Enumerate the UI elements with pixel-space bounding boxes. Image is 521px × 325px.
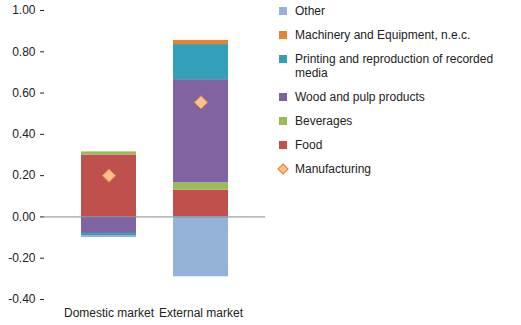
- svg-text:-0.40: -0.40: [8, 292, 36, 306]
- svg-text:0.60: 0.60: [12, 86, 36, 100]
- svg-text:0.40: 0.40: [12, 127, 36, 141]
- svg-text:0.20: 0.20: [12, 168, 36, 182]
- html-text:Manufacturing: Manufacturing: [295, 162, 371, 176]
- html-text:Food: Food: [295, 138, 323, 152]
- html-text:Beverages: Beverages: [295, 114, 353, 128]
- svg-text:0.00: 0.00: [12, 210, 36, 224]
- html-text:Machinery and Equipment, n.e.c: Machinery and Equipment, n.e.c.: [295, 28, 471, 42]
- svg-text:Domestic market: Domestic market: [64, 306, 155, 320]
- html-text:Printing and reproduction of r: Printing and reproduction of recorded me…: [295, 52, 494, 80]
- svg-text:0.80: 0.80: [12, 45, 36, 59]
- svg-text:External market: External market: [159, 306, 244, 320]
- html-text:Other: Other: [295, 4, 325, 18]
- svg-text:1.00: 1.00: [12, 3, 36, 17]
- svg-text:-0.20: -0.20: [8, 251, 36, 265]
- html-text:Wood and pulp products: Wood and pulp products: [295, 90, 425, 104]
